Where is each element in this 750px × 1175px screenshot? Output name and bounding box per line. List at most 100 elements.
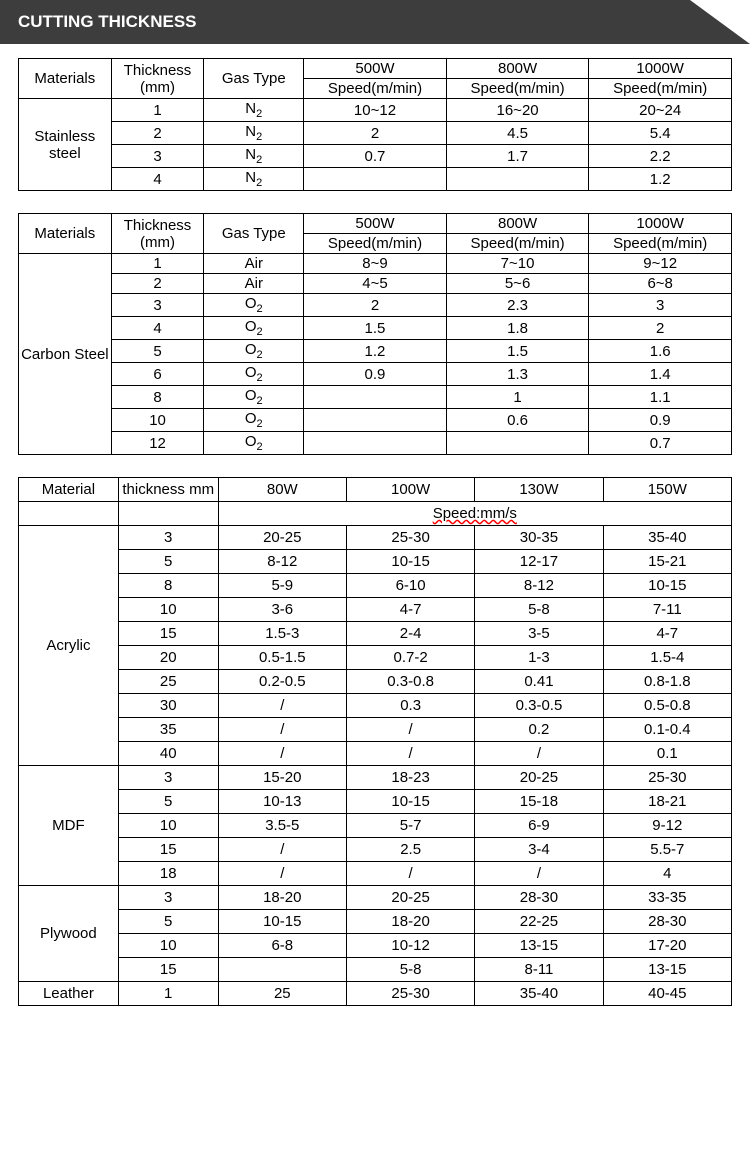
- data-cell: 33-35: [603, 886, 731, 910]
- col-150w: 150W: [603, 478, 731, 502]
- data-cell: 0.9: [589, 409, 732, 432]
- data-cell: O2: [204, 340, 304, 363]
- data-cell: 0.3: [346, 694, 474, 718]
- thickness-cell: 10: [118, 814, 218, 838]
- thickness-cell: 25: [118, 670, 218, 694]
- data-cell: 4: [603, 862, 731, 886]
- data-cell: 18-23: [346, 766, 474, 790]
- data-cell: 3.5-5: [218, 814, 346, 838]
- data-cell: 6-10: [346, 574, 474, 598]
- data-cell: 6: [111, 363, 204, 386]
- material-cell: Carbon Steel: [19, 254, 112, 455]
- data-cell: 1.5-4: [603, 646, 731, 670]
- col-materials: Materials: [19, 214, 112, 254]
- data-cell: 5-9: [218, 574, 346, 598]
- data-cell: 0.3-0.5: [475, 694, 603, 718]
- data-cell: 15-18: [475, 790, 603, 814]
- speed-unit: Speed:mm/s: [218, 502, 731, 526]
- col-material: Material: [19, 478, 119, 502]
- data-cell: 35-40: [603, 526, 731, 550]
- data-cell: 5: [111, 340, 204, 363]
- col-speed1: Speed(m/min): [304, 79, 447, 99]
- data-cell: 1.3: [446, 363, 589, 386]
- data-cell: 5-7: [346, 814, 474, 838]
- col-gas: Gas Type: [204, 59, 304, 99]
- col-thickness: Thickness (mm): [111, 59, 204, 99]
- data-cell: 25-30: [603, 766, 731, 790]
- data-cell: 2: [111, 274, 204, 294]
- empty-cell: [19, 502, 119, 526]
- data-cell: O2: [204, 294, 304, 317]
- data-cell: 8~9: [304, 254, 447, 274]
- data-cell: 2.2: [589, 145, 732, 168]
- data-cell: 5~6: [446, 274, 589, 294]
- data-cell: /: [475, 862, 603, 886]
- col-1000w: 1000W: [589, 214, 732, 234]
- data-cell: 4.5: [446, 122, 589, 145]
- thickness-cell: 3: [118, 526, 218, 550]
- data-cell: 18-21: [603, 790, 731, 814]
- empty-cell: [118, 502, 218, 526]
- data-cell: 0.2-0.5: [218, 670, 346, 694]
- col-130w: 130W: [475, 478, 603, 502]
- data-cell: 13-15: [475, 934, 603, 958]
- thickness-cell: 40: [118, 742, 218, 766]
- data-cell: N2: [204, 99, 304, 122]
- thickness-cell: 15: [118, 958, 218, 982]
- data-cell: 8: [111, 386, 204, 409]
- data-cell: /: [475, 742, 603, 766]
- data-cell: 5-8: [475, 598, 603, 622]
- col-100w: 100W: [346, 478, 474, 502]
- data-cell: Air: [204, 254, 304, 274]
- data-cell: 30-35: [475, 526, 603, 550]
- data-cell: /: [218, 694, 346, 718]
- data-cell: 0.2: [475, 718, 603, 742]
- data-cell: 7~10: [446, 254, 589, 274]
- col-speed2: Speed(m/min): [446, 234, 589, 254]
- data-cell: 5.4: [589, 122, 732, 145]
- data-cell: 25: [218, 982, 346, 1006]
- data-cell: 10-15: [346, 550, 474, 574]
- data-cell: 9-12: [603, 814, 731, 838]
- data-cell: 10~12: [304, 99, 447, 122]
- thickness-cell: 3: [118, 766, 218, 790]
- data-cell: 2-4: [346, 622, 474, 646]
- data-cell: 35-40: [475, 982, 603, 1006]
- col-thickness: Thickness (mm): [111, 214, 204, 254]
- thickness-cell: 5: [118, 790, 218, 814]
- data-cell: 1.2: [304, 340, 447, 363]
- thickness-cell: 35: [118, 718, 218, 742]
- thickness-cell: 8: [118, 574, 218, 598]
- data-cell: 1.5: [304, 317, 447, 340]
- data-cell: 8-12: [218, 550, 346, 574]
- data-cell: 1-3: [475, 646, 603, 670]
- data-cell: 8-12: [475, 574, 603, 598]
- section-banner: CUTTING THICKNESS: [0, 0, 750, 44]
- thickness-cell: 15: [118, 838, 218, 862]
- data-cell: 22-25: [475, 910, 603, 934]
- data-cell: 1: [446, 386, 589, 409]
- data-cell: /: [218, 718, 346, 742]
- data-cell: 1.6: [589, 340, 732, 363]
- data-cell: 13-15: [603, 958, 731, 982]
- data-cell: O2: [204, 363, 304, 386]
- data-cell: 0.5-1.5: [218, 646, 346, 670]
- thickness-cell: 3: [118, 886, 218, 910]
- data-cell: 0.5-0.8: [603, 694, 731, 718]
- data-cell: [304, 432, 447, 455]
- col-speed3: Speed(m/min): [589, 79, 732, 99]
- material-cell: Leather: [19, 982, 119, 1006]
- data-cell: 2: [304, 294, 447, 317]
- data-cell: O2: [204, 386, 304, 409]
- data-cell: 20-25: [218, 526, 346, 550]
- data-cell: 3: [589, 294, 732, 317]
- thickness-cell: 10: [118, 598, 218, 622]
- data-cell: 3-5: [475, 622, 603, 646]
- col-500w: 500W: [304, 59, 447, 79]
- data-cell: 25-30: [346, 982, 474, 1006]
- data-cell: 4-7: [603, 622, 731, 646]
- data-cell: 2: [589, 317, 732, 340]
- data-cell: [446, 168, 589, 191]
- data-cell: 4~5: [304, 274, 447, 294]
- data-cell: 12-17: [475, 550, 603, 574]
